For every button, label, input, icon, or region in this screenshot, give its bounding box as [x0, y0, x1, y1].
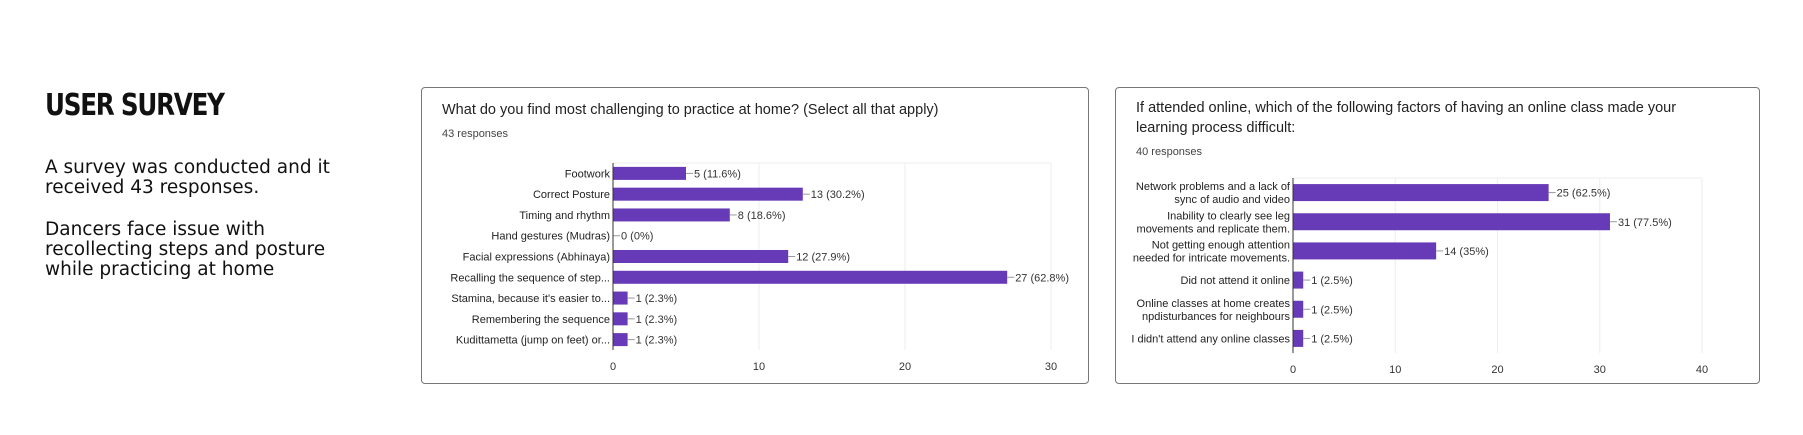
bar	[1293, 329, 1304, 347]
data-label: 14 (35%)	[1444, 246, 1489, 258]
x-tick-label: 20	[1491, 364, 1503, 376]
x-tick-label: 0	[1290, 364, 1296, 376]
bar	[613, 250, 789, 263]
page-title: USER SURVEY	[45, 88, 225, 123]
bar	[613, 312, 628, 326]
data-label: 27 (62.8%)	[1015, 272, 1069, 284]
bar	[613, 333, 628, 347]
data-label: 1 (2.5%)	[1311, 304, 1353, 316]
category-label-line: Recalling the sequence of step...	[450, 272, 610, 284]
category-label-line: Correct Posture	[533, 189, 610, 201]
category-label-line: Footwork	[565, 168, 611, 180]
chart-title: If attended online, which of the followi…	[1136, 100, 1677, 136]
intro-panel: USER SURVEY A survey was conducted and i…	[45, 88, 385, 302]
category-label: Recalling the sequence of step...	[450, 272, 610, 284]
bar	[613, 187, 803, 201]
chart-title: What do you find most challenging to pra…	[442, 102, 939, 118]
category-label-line: Kudittametta (jump on feet) or...	[456, 335, 610, 347]
category-label: I didn't attend any online classes	[1131, 333, 1290, 345]
category-label-line: Remembering the sequence	[472, 314, 610, 326]
category-label-line: Timing and rhythm	[519, 210, 610, 222]
data-label: 1 (2.3%)	[636, 335, 678, 347]
intro-paragraph-2: Dancers face issue with recollecting ste…	[45, 219, 326, 280]
category-label-line: needed for intricate movements.	[1133, 252, 1290, 264]
data-label: 1 (2.3%)	[636, 293, 678, 305]
category-label-line: movements and replicate them.	[1137, 223, 1290, 235]
category-label-line: Facial expressions (Abhinaya)	[463, 252, 610, 264]
data-label: 12 (27.9%)	[796, 252, 850, 264]
category-label: Correct Posture	[533, 189, 610, 201]
chart-card-challenges: What do you find most challenging to pra…	[421, 87, 1089, 384]
data-label: 25 (62.5%)	[1557, 188, 1611, 200]
x-tick-label: 40	[1696, 364, 1708, 376]
category-label: Online classes at home creates npdisturba…	[1137, 298, 1291, 323]
category-label-line: Not getting enough attention	[1152, 239, 1290, 251]
bar-chart-online-factors: 25 (62.5%) Network problems and a lack of…	[1131, 177, 1708, 376]
category-label-line: Online classes at home creates	[1137, 298, 1291, 310]
bar	[1293, 184, 1549, 202]
bar	[613, 270, 1008, 284]
bar	[1293, 271, 1304, 289]
data-label: 1 (2.5%)	[1311, 275, 1353, 287]
x-tick-label: 30	[1594, 364, 1606, 376]
category-label-line: Stamina, because it's easier to...	[451, 293, 610, 305]
bar	[1293, 213, 1610, 231]
category-label-line: sync of audio and video	[1174, 194, 1290, 206]
chart-response-count: 40 responses	[1136, 146, 1203, 158]
category-label: Remembering the sequence	[472, 314, 610, 326]
chart-card-online-factors: If attended online, which of the followi…	[1115, 87, 1760, 384]
category-label: Kudittametta (jump on feet) or...	[456, 335, 610, 347]
category-label: Footwork	[565, 168, 611, 180]
x-tick-label: 10	[1389, 364, 1401, 376]
category-label: Facial expressions (Abhinaya)	[463, 252, 610, 264]
category-label: Inability to clearly see leg movements an…	[1137, 210, 1290, 235]
x-tick-label: 10	[753, 361, 765, 373]
category-label: Stamina, because it's easier to...	[451, 293, 610, 305]
bar	[1293, 242, 1437, 260]
bar-chart-challenges: 5 (11.6%) Footwork 13 (30.2%) Correct Postu…	[450, 162, 1069, 373]
data-label: 0 (0%)	[621, 231, 653, 243]
data-label: 31 (77.5%)	[1618, 217, 1672, 229]
category-label-line: npdisturbances for neighbours	[1142, 311, 1290, 323]
x-tick-label: 0	[610, 361, 616, 373]
x-tick-label: 30	[1045, 361, 1057, 373]
category-label-line: Network problems and a lack of	[1136, 181, 1291, 193]
category-label: Hand gestures (Mudras)	[491, 231, 610, 243]
x-tick-label: 20	[899, 361, 911, 373]
category-label-line: Did not attend it online	[1181, 275, 1290, 287]
data-label: 1 (2.5%)	[1311, 333, 1353, 345]
data-label: 8 (18.6%)	[738, 210, 786, 222]
bar	[1293, 300, 1304, 318]
category-label: Not getting enough attention needed for i…	[1133, 239, 1290, 264]
category-label-line: Hand gestures (Mudras)	[491, 231, 610, 243]
bar	[613, 208, 730, 222]
chart-response-count: 43 responses	[442, 128, 509, 140]
category-label-line: I didn't attend any online classes	[1131, 333, 1290, 345]
category-label: Timing and rhythm	[519, 210, 610, 222]
category-label: Did not attend it online	[1181, 275, 1290, 287]
data-label: 5 (11.6%)	[694, 168, 741, 180]
data-label: 13 (30.2%)	[811, 189, 865, 201]
category-label-line: Inability to clearly see leg	[1167, 210, 1290, 222]
bar	[613, 166, 686, 180]
data-label: 1 (2.3%)	[636, 314, 678, 326]
category-label: Network problems and a lack of sync of au…	[1136, 181, 1291, 206]
bar	[613, 291, 628, 305]
intro-paragraph-1: A survey was conducted and it received 4…	[45, 157, 330, 198]
